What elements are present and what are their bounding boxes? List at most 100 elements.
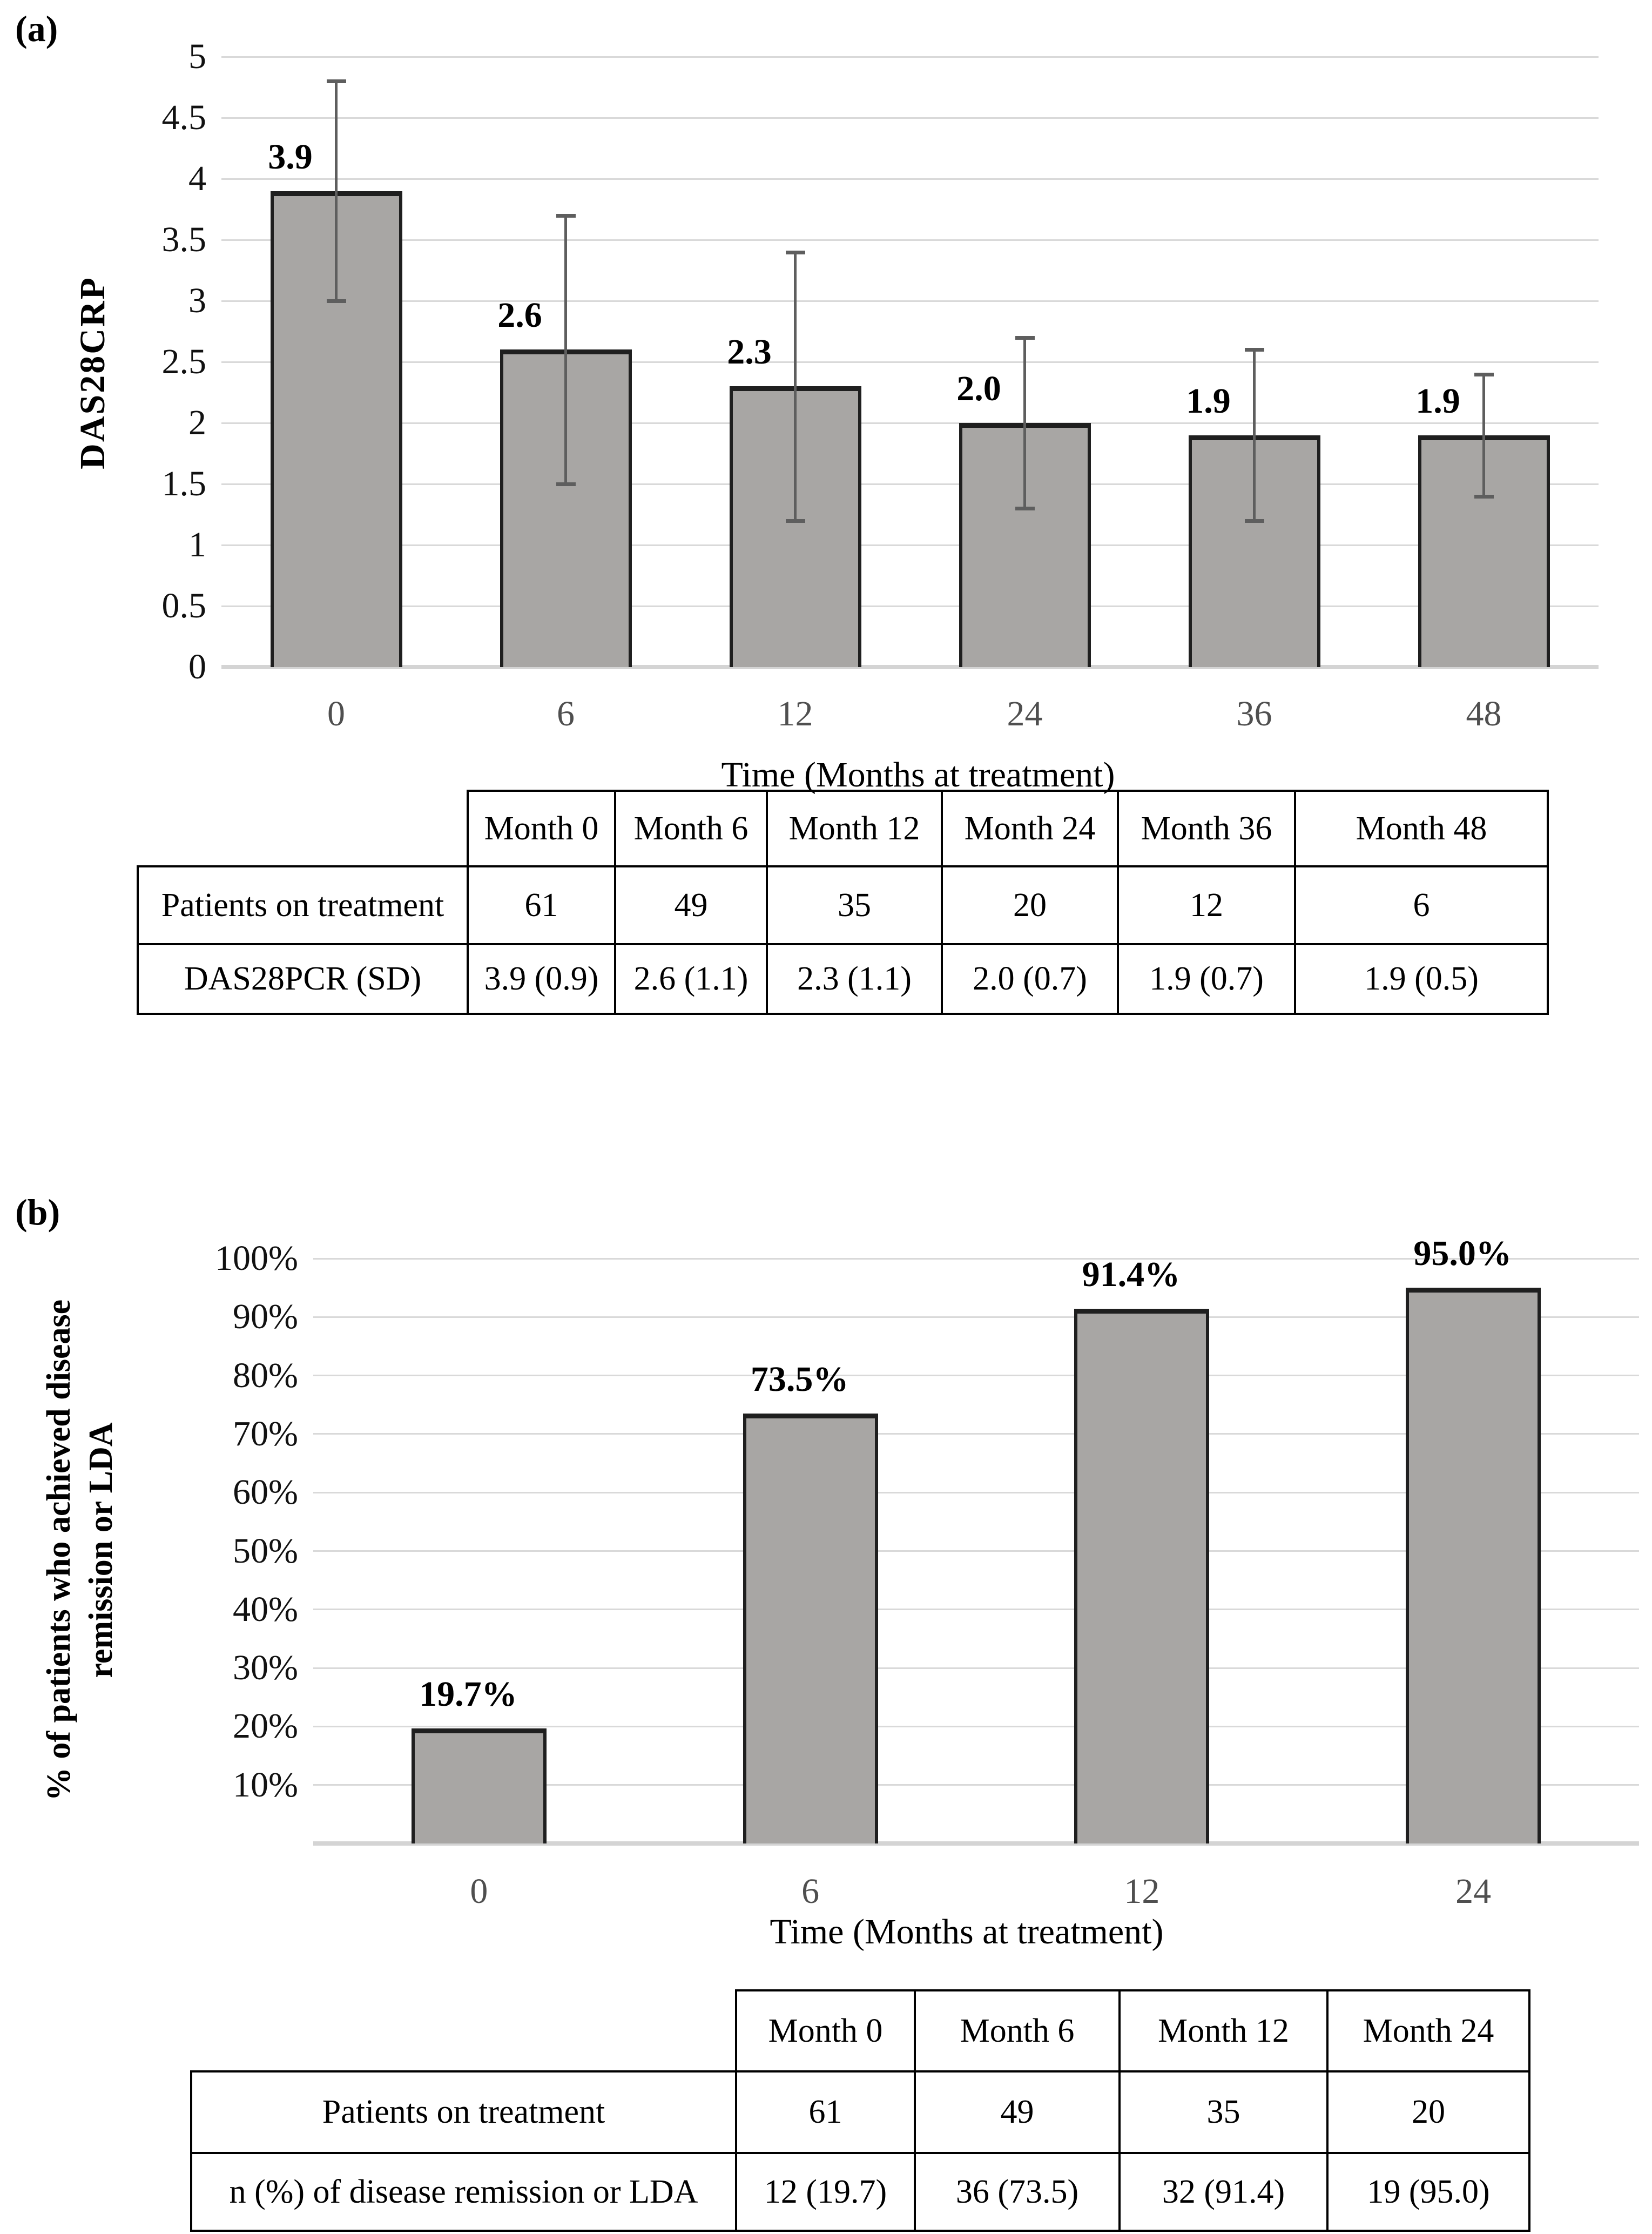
table-cell: 1.9 (0.5): [1294, 943, 1549, 1015]
x-tick-label: 12: [777, 694, 813, 734]
gridline: [221, 605, 1599, 607]
bar-value-label: 73.5%: [750, 1359, 849, 1399]
y-tick-label: 30%: [233, 1648, 298, 1688]
gridline: [221, 483, 1599, 485]
gridline: [313, 1550, 1639, 1552]
table-cell: 3.9 (0.9): [467, 943, 616, 1015]
gridline: [221, 56, 1599, 58]
y-tick-label: 90%: [233, 1297, 298, 1337]
table-cell: 12 (19.7): [735, 2152, 916, 2232]
table-cell: 49: [914, 2070, 1121, 2154]
table-cell: 35: [1118, 2070, 1329, 2154]
table-cell: 35: [766, 865, 943, 945]
table-cell: 2.3 (1.1): [766, 943, 943, 1015]
y-tick-label: 0: [188, 647, 206, 687]
gridline: [313, 1316, 1639, 1318]
y-tick-label: 2: [188, 403, 206, 442]
error-bar: [1023, 337, 1026, 509]
gridline: [313, 1784, 1639, 1786]
x-axis-line: [313, 1841, 1639, 1846]
error-bar-cap-top: [785, 250, 805, 254]
error-bar: [1482, 374, 1485, 496]
column-header: Month 12: [1118, 1989, 1329, 2072]
error-bar-cap-bottom: [1015, 507, 1035, 511]
table-cell: 32 (91.4): [1118, 2152, 1329, 2232]
gridline: [221, 361, 1599, 363]
gridline: [313, 1433, 1639, 1435]
error-bar: [794, 252, 797, 521]
bar-value-label: 91.4%: [1082, 1255, 1181, 1295]
bar-value-label: 1.9: [1415, 381, 1460, 421]
table-cell: 2.6 (1.1): [614, 943, 768, 1015]
y-tick-label: 70%: [233, 1414, 298, 1454]
error-bar-cap-top: [1474, 372, 1494, 376]
y-tick-label: 0.5: [161, 586, 207, 625]
bar-month-6: [743, 1413, 878, 1843]
column-header: Month 48: [1294, 790, 1549, 867]
gridline: [313, 1609, 1639, 1611]
x-tick-label: 48: [1466, 694, 1502, 734]
y-tick-label: 1: [188, 525, 206, 564]
bar-value-label: 3.9: [268, 137, 313, 177]
panel-b-x-axis-title: Time (Months at treatment): [770, 1912, 1164, 1952]
gridline: [313, 1725, 1639, 1727]
column-header: Month 0: [467, 790, 616, 867]
x-tick-label: 36: [1236, 694, 1272, 734]
y-tick-label: 4: [188, 159, 206, 198]
table-cell: 6: [1294, 865, 1549, 945]
error-bar: [335, 81, 338, 301]
error-bar-cap-top: [1244, 348, 1264, 352]
table-cell: 49: [614, 865, 768, 945]
gridline: [313, 1375, 1639, 1377]
error-bar-cap-top: [1015, 335, 1035, 340]
table-cell: 61: [467, 865, 616, 945]
table-cell: 61: [735, 2070, 916, 2154]
x-tick-label: 24: [1455, 1872, 1492, 1911]
error-bar-cap-bottom: [1474, 494, 1494, 499]
y-tick-label: 5: [188, 37, 206, 76]
y-tick-label: 40%: [233, 1589, 298, 1629]
y-tick-label: 3: [188, 281, 206, 320]
y-tick-label: 50%: [233, 1531, 298, 1571]
x-axis-line: [221, 665, 1599, 669]
y-tick-label: 10%: [233, 1765, 298, 1805]
column-header: Month 6: [914, 1989, 1121, 2072]
table-cell: 19 (95.0): [1326, 2152, 1530, 2232]
bar-value-label: 2.3: [727, 332, 772, 372]
column-header: Month 12: [766, 790, 943, 867]
bar-month-12: [1074, 1309, 1210, 1843]
row-label: n (%) of disease remission or LDA: [190, 2152, 737, 2232]
gridline: [313, 1257, 1639, 1260]
row-label: DAS28PCR (SD): [137, 943, 469, 1015]
bar-value-label: 1.9: [1186, 381, 1231, 421]
y-tick-label: 80%: [233, 1355, 298, 1395]
y-tick-label: 3.5: [161, 220, 207, 259]
das28crp-table: Month 0 Month 6 Month 12 Month 24 Month 36 Mo…: [137, 790, 1549, 1015]
x-tick-label: 6: [801, 1872, 820, 1911]
bar-value-label: 2.6: [497, 295, 542, 335]
error-bar-cap-top: [326, 79, 346, 84]
error-bar-cap-bottom: [1244, 519, 1264, 523]
row-label: Patients on treatment: [190, 2070, 737, 2154]
y-tick-label: 2.5: [161, 342, 207, 381]
table-blank-stub: [191, 1990, 736, 2071]
gridline: [221, 239, 1599, 241]
column-header: Month 6: [614, 790, 768, 867]
y-tick-label: 1.5: [161, 464, 207, 503]
gridline: [221, 117, 1599, 119]
column-header: Month 24: [941, 790, 1119, 867]
gridline: [221, 422, 1599, 424]
row-label: Patients on treatment: [137, 865, 469, 945]
column-header: Month 0: [735, 1989, 916, 2072]
x-tick-label: 6: [557, 694, 575, 734]
column-header: Month 36: [1117, 790, 1296, 867]
gridline: [221, 300, 1599, 302]
panel-a-label: (a): [15, 8, 58, 49]
gridline: [221, 544, 1599, 546]
panel-b-label: (b): [15, 1192, 60, 1233]
table-cell: 1.9 (0.7): [1117, 943, 1296, 1015]
y-tick-label: 60%: [233, 1472, 298, 1512]
bar-month-24: [1406, 1288, 1541, 1843]
